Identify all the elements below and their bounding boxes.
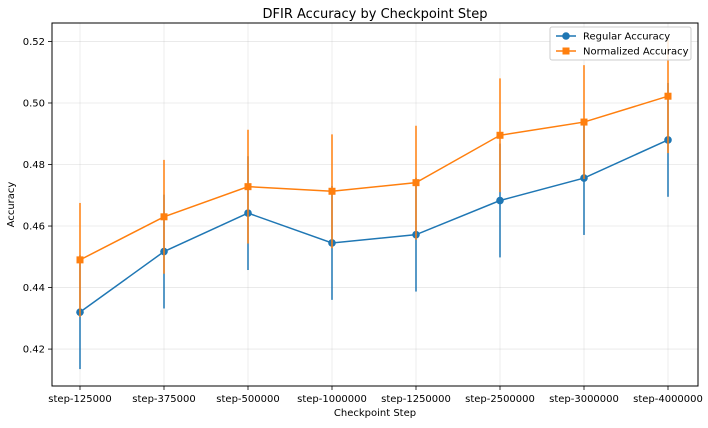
data-point-square — [496, 131, 504, 139]
x-tick-label: step-1000000 — [297, 394, 367, 405]
data-point-square — [580, 118, 588, 126]
legend-item: Regular Accuracy — [556, 32, 670, 43]
y-axis-label: Accuracy — [6, 182, 17, 228]
y-tick-label: 0.44 — [23, 283, 45, 294]
legend-label: Regular Accuracy — [583, 32, 670, 43]
series-line — [79, 95, 669, 261]
x-axis-label: Checkpoint Step — [334, 408, 416, 419]
data-point-square — [412, 179, 420, 187]
x-tick-label: step-4000000 — [633, 394, 703, 405]
x-tick-label: step-500000 — [216, 394, 279, 405]
legend-marker-square — [562, 47, 570, 55]
data-layer — [76, 39, 672, 370]
legend-box — [549, 26, 692, 61]
x-tick-label: step-375000 — [132, 394, 195, 405]
y-tick-label: 0.48 — [23, 160, 45, 171]
series-normalized-accuracy — [76, 39, 672, 317]
data-point-square — [328, 187, 336, 195]
x-tick-label: step-3000000 — [549, 394, 619, 405]
x-tick-label: step-2500000 — [465, 394, 535, 405]
data-point-circle — [496, 196, 504, 205]
legend: Regular Accuracy Normalized Accuracy — [549, 26, 692, 61]
axes-frame — [51, 22, 699, 387]
legend-label: Normalized Accuracy — [583, 47, 689, 58]
x-tick-label: step-1250000 — [381, 394, 451, 405]
y-tick-label: 0.46 — [23, 222, 45, 233]
data-point-square — [76, 256, 84, 264]
chart-title: DFIR Accuracy by Checkpoint Step — [263, 7, 488, 22]
y-tick-label: 0.52 — [23, 37, 45, 48]
y-tick-label: 0.42 — [23, 345, 45, 356]
data-point-square — [664, 92, 672, 100]
legend-marker-circle — [562, 32, 570, 40]
data-point-square — [244, 183, 252, 191]
tick-layer: step-125000 step-375000 step-500000 step-10… — [23, 37, 703, 405]
data-point-square — [160, 213, 168, 221]
series-line — [79, 139, 669, 313]
y-tick-label: 0.50 — [23, 98, 45, 109]
x-tick-label: step-125000 — [48, 394, 111, 405]
legend-item: Normalized Accuracy — [556, 47, 689, 58]
